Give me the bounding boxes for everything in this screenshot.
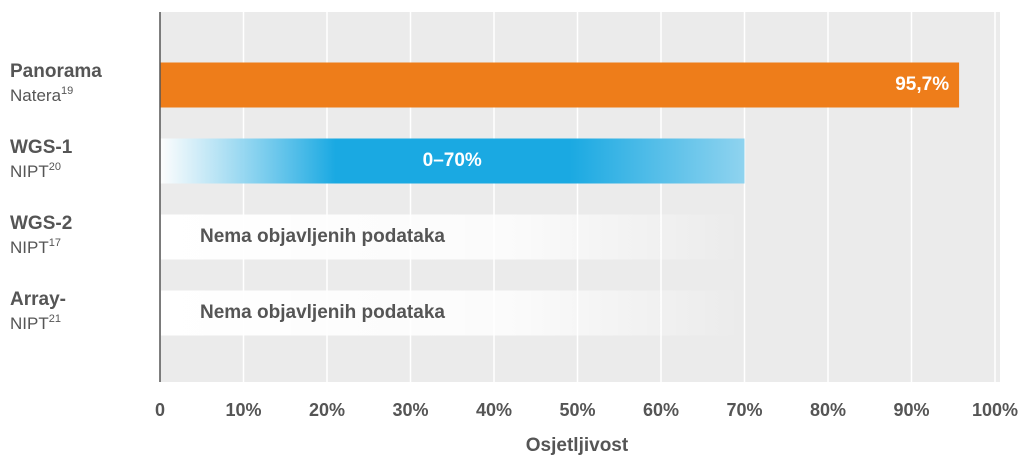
category-sub: NIPT20 [10, 161, 61, 182]
no-data-band [161, 214, 741, 260]
x-tick-label: 10% [225, 400, 261, 420]
category-ref: 21 [49, 313, 61, 325]
category-name: WGS-1 [10, 137, 73, 158]
x-tick-label: 40% [476, 400, 512, 420]
value-label: 0–70% [423, 150, 482, 171]
bar [160, 62, 960, 108]
category-name: Array- [10, 289, 66, 310]
value-label: 95,7% [895, 74, 949, 95]
category-name: WGS-2 [10, 213, 72, 234]
category-ref: 19 [61, 85, 73, 97]
x-tick-label: 30% [392, 400, 428, 420]
category-ref: 20 [49, 161, 61, 173]
x-tick-label: 80% [810, 400, 846, 420]
category-sub-text: NIPT [10, 314, 49, 333]
value-label: Nema objavljenih podataka [200, 226, 445, 247]
bar [160, 138, 745, 184]
category-sub-text: Natera [10, 86, 62, 105]
no-data-band [161, 290, 741, 336]
x-tick-label: 50% [559, 400, 595, 420]
x-tick-label: 70% [726, 400, 762, 420]
x-tick-label: 60% [643, 400, 679, 420]
x-axis-label: Osjetljivost [526, 435, 629, 456]
x-tick-label: 20% [309, 400, 345, 420]
x-tick-label: 0 [155, 400, 165, 420]
category-sub: NIPT17 [10, 237, 61, 258]
category-sub: Natera19 [10, 85, 73, 106]
category-ref: 17 [49, 237, 61, 249]
category-sub: NIPT21 [10, 313, 61, 334]
category-sub-text: NIPT [10, 238, 49, 257]
value-label: Nema objavljenih podataka [200, 302, 445, 323]
x-tick-label: 90% [893, 400, 929, 420]
category-sub-text: NIPT [10, 162, 49, 181]
x-tick-label: 100% [972, 400, 1018, 420]
category-name: Panorama [10, 61, 102, 82]
